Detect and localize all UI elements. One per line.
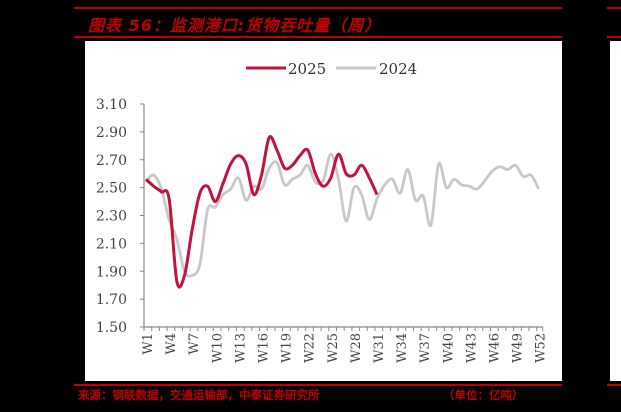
x-tick-label: W40 [441,333,456,363]
x-tick-label: W1 [141,333,156,355]
title-bottom-rule [74,36,562,38]
x-tick-label: W16 [257,333,272,363]
x-tick-label: W13 [233,333,248,363]
title-top-rule [74,7,562,9]
source-note: 来源：钢联数据，交通运输部，中泰证券研究所 [78,388,320,402]
figure-title: 图表 56：监测港口:货物吞吐量（周） [88,16,382,35]
right-panel-top-rule [607,7,621,9]
line-chart: 3.10 2.90 2.70 2.50 2.30 2.10 1.90 1.70 1.50 W1 W4… [96,60,549,363]
y-tick-label: 2.70 [96,153,127,169]
x-tick-label: W34 [395,333,410,363]
x-tick-label: W19 [280,333,295,363]
right-panel-partial [610,41,621,381]
x-tick-label: W37 [418,333,433,363]
y-tick-label: 2.50 [96,181,127,197]
right-panel-bottom-rule [607,36,621,38]
x-tick-label: W49 [511,333,526,363]
x-tick-label: W52 [534,333,549,363]
x-tick-label: W10 [210,333,225,363]
y-tick-label: 1.50 [96,320,127,336]
x-tick-label: W4 [164,333,179,355]
y-tick-label: 1.90 [96,264,127,280]
y-tick-label: 2.90 [96,125,127,141]
x-tick-label: W7 [187,333,202,355]
y-tick-label: 2.10 [96,236,127,252]
y-tick-label: 1.70 [96,292,127,308]
x-tick-label: W31 [372,333,387,363]
legend-label-2025: 2025 [288,60,326,78]
legend-label-2024: 2024 [379,60,417,78]
footer-rule [74,384,562,386]
x-tick-label: W43 [464,333,479,363]
chart-panel: 3.10 2.90 2.70 2.50 2.30 2.10 1.90 1.70 1.50 W1 W4… [85,41,562,381]
unit-note: （单位：亿吨） [443,388,524,402]
x-tick-label: W28 [349,333,364,363]
x-tick-label: W46 [488,333,503,363]
x-tick-label: W22 [303,333,318,363]
series-2024-line [144,152,540,278]
y-tick-label: 2.30 [96,209,127,225]
x-tick-label: W25 [326,333,341,363]
right-panel-footer-rule [607,384,621,386]
y-tick-label: 3.10 [96,97,127,113]
series-2025-line [144,135,379,289]
